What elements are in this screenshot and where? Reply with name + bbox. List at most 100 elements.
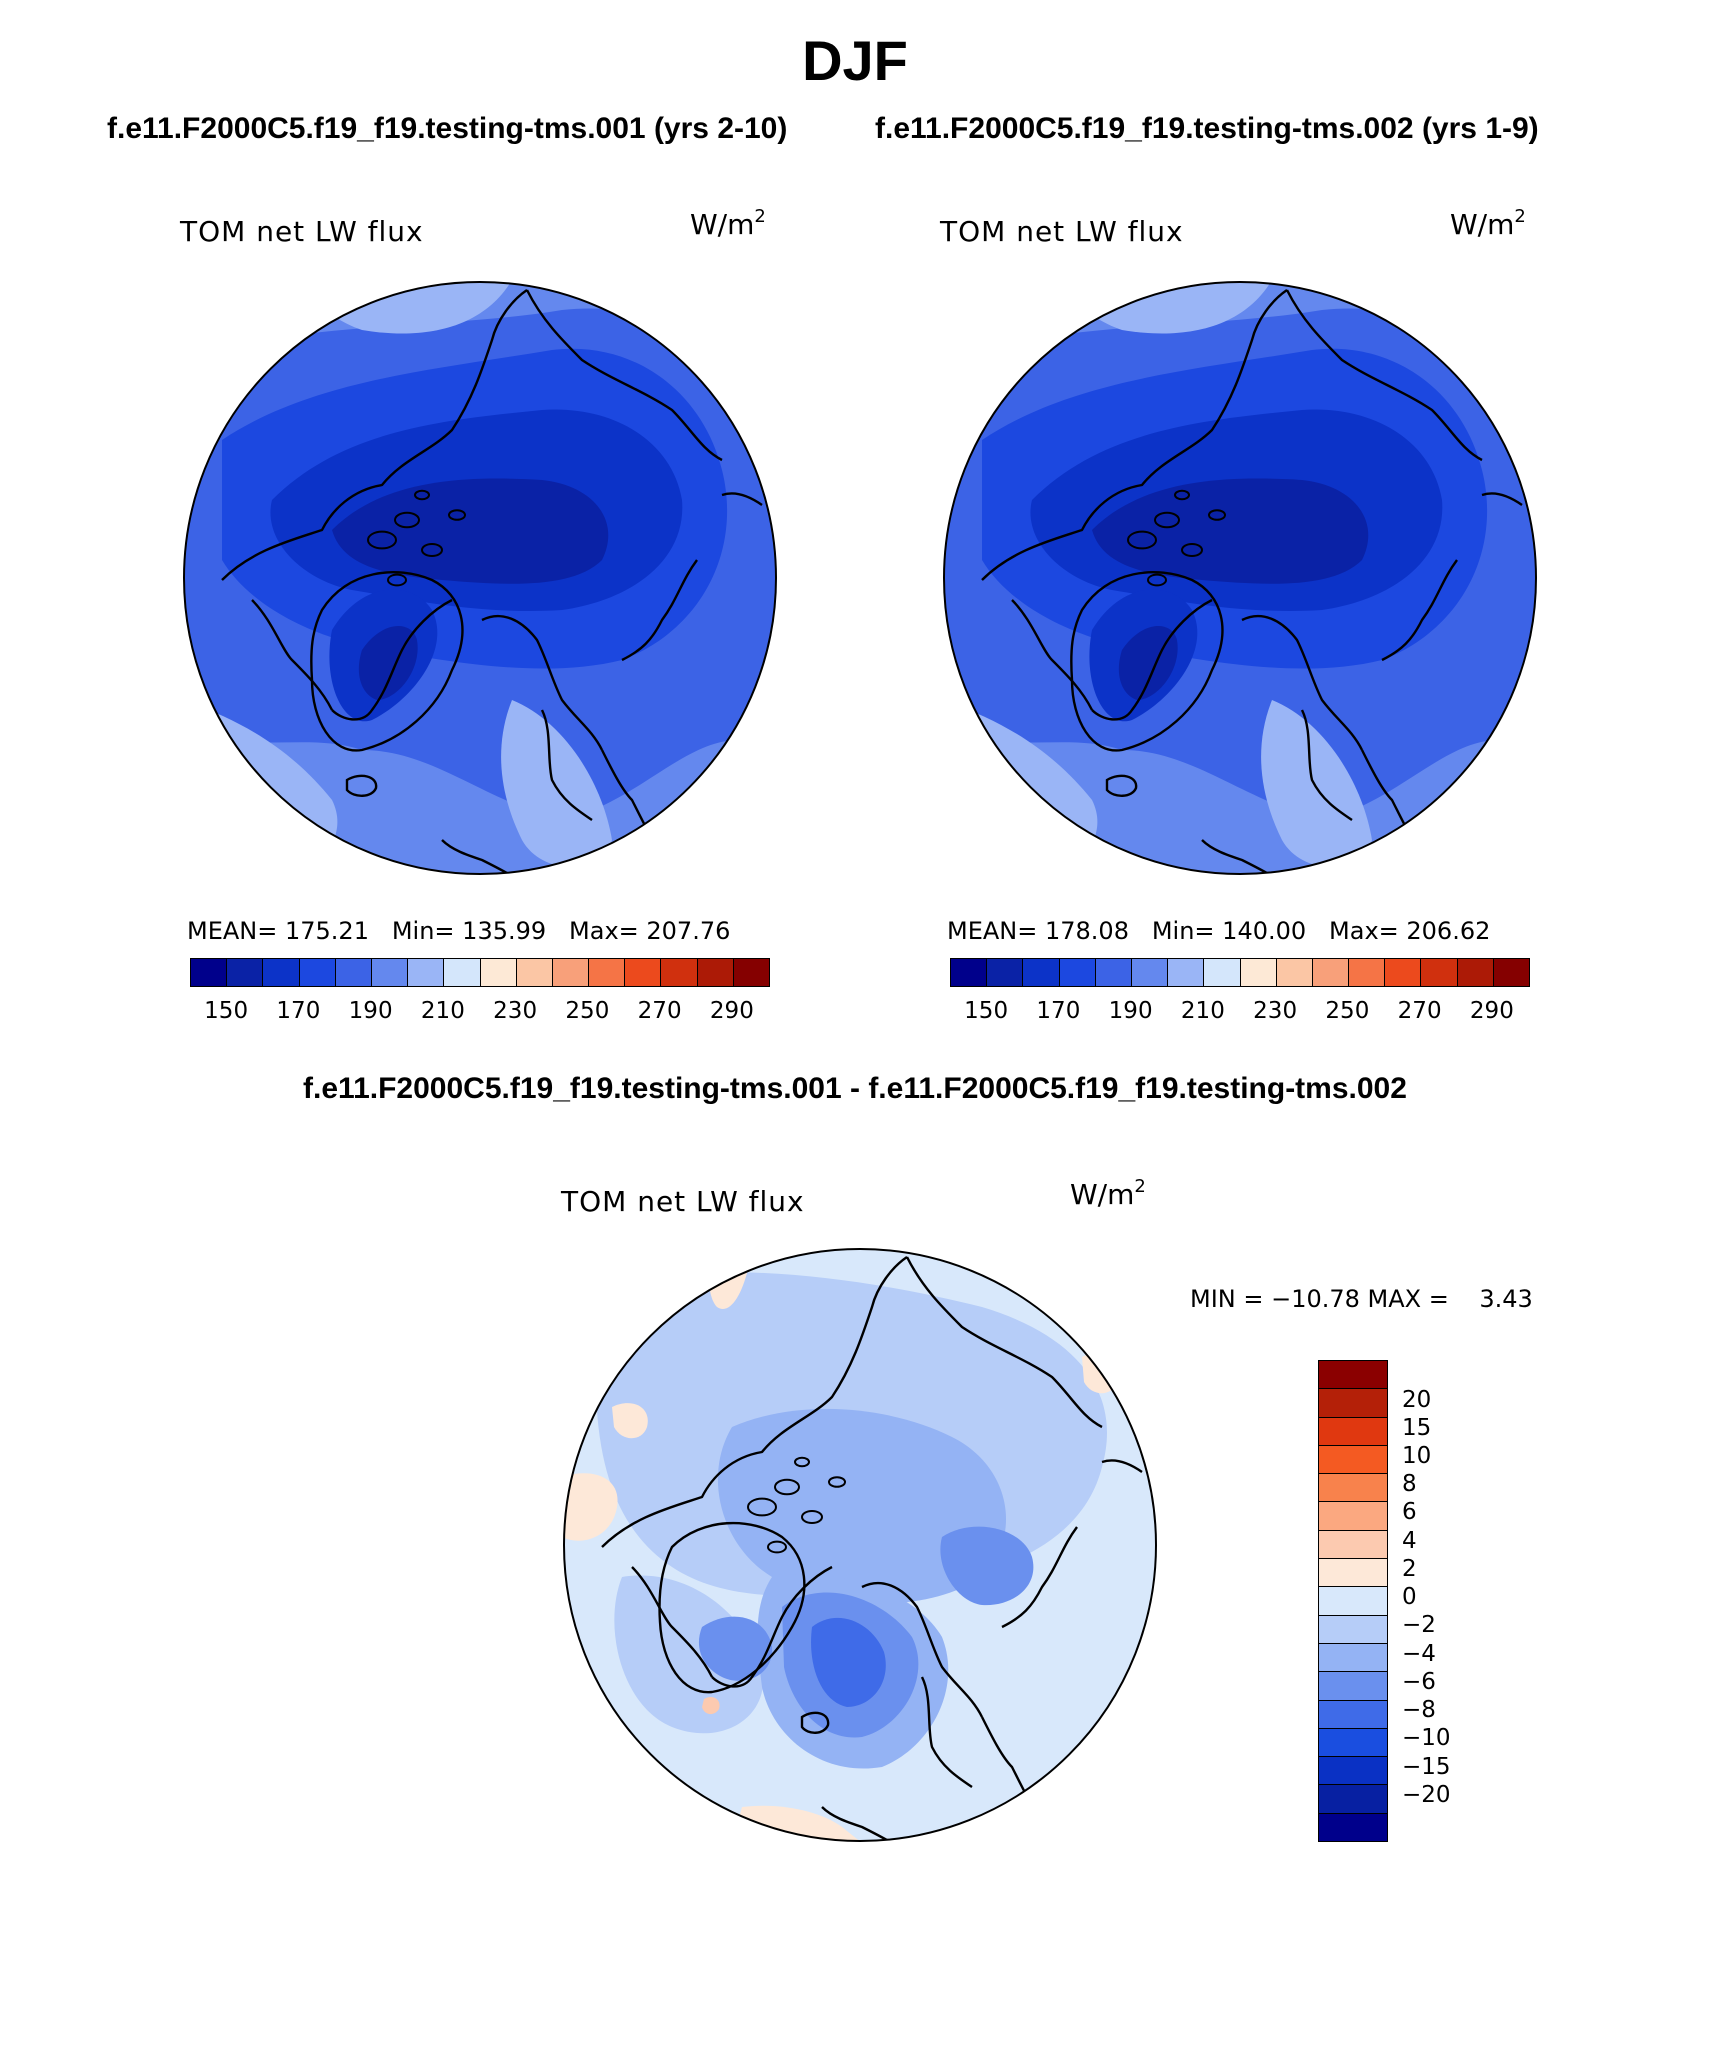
island-outline (1208, 509, 1226, 521)
colorbar-swatch (1319, 1700, 1387, 1729)
colorbar-swatch (987, 959, 1024, 986)
coastline (861, 1581, 984, 1718)
coastline (251, 599, 334, 711)
colorbar-swatch (1168, 959, 1205, 986)
coastline (621, 559, 698, 662)
colorbar-swatch (444, 959, 481, 986)
colorbar-tick-label: −2 (1402, 1612, 1436, 1639)
colorbar-tick-label: −8 (1402, 1697, 1436, 1724)
contour-region (940, 1526, 1034, 1606)
contour-region (1118, 626, 1178, 700)
colorbar-swatch (480, 959, 517, 986)
colorbar-tick-label: 2 (1402, 1555, 1417, 1582)
colorbar-swatch (1319, 1615, 1387, 1644)
contour-region (1261, 700, 1372, 867)
colorbar-swatch (1023, 959, 1060, 986)
island-outline (774, 1478, 800, 1496)
coastline (1011, 599, 1094, 711)
colorbar-tick-label: 4 (1402, 1527, 1417, 1554)
colorbar-tick-label: 20 (1402, 1386, 1432, 1413)
colorbar-swatch (1349, 959, 1386, 986)
colorbar-swatch (1319, 1445, 1387, 1475)
coastline (1481, 492, 1523, 506)
colorbar-swatch (371, 959, 409, 986)
colorbar-swatch (1319, 1643, 1387, 1673)
coastline (1300, 709, 1353, 821)
colorbar-swatch (1385, 959, 1422, 986)
colorbar-swatch (1276, 959, 1313, 986)
coastline (540, 709, 593, 821)
colorbar-tick-label: 150 (204, 998, 249, 1024)
colorbar-swatch (1319, 1474, 1387, 1503)
coastline (905, 1256, 1103, 1429)
coastline (721, 492, 763, 506)
coastline (1201, 839, 1273, 874)
iceland-outline (1105, 774, 1138, 797)
colorbar-tick-label: 250 (565, 998, 610, 1024)
colorbar-swatch (1319, 1672, 1387, 1701)
contour-region (358, 626, 418, 700)
contour-region (811, 1617, 886, 1707)
island-outline (394, 511, 420, 529)
colorbar-swatch (1319, 1502, 1387, 1531)
coastline (601, 1256, 908, 1548)
island-outline (387, 573, 407, 587)
coastline (221, 289, 528, 581)
right-polar-map (943, 281, 1537, 875)
colorbar-swatch (951, 959, 988, 986)
colorbar-tick-label: 290 (1469, 998, 1514, 1024)
colorbar-tick-label: −10 (1402, 1725, 1451, 1752)
coastline (441, 839, 513, 874)
colorbar-tick-label: 290 (709, 998, 754, 1024)
difference-title: f.e11.F2000C5.f19_f19.testing-tms.001 - … (303, 1072, 1407, 1105)
colorbar-swatch (589, 959, 626, 986)
colorbar-tick-label: 10 (1402, 1443, 1432, 1469)
colorbar-swatch (1319, 1728, 1387, 1758)
left-variable-title: TOM net LW flux (180, 215, 424, 248)
colorbar-tick-label: −6 (1402, 1668, 1436, 1695)
iceland-outline (800, 1711, 830, 1734)
colorbar-tick-label: 190 (348, 998, 393, 1024)
coastline (631, 1566, 714, 1678)
map-border (183, 281, 777, 875)
colorbar-swatch (516, 959, 553, 986)
diff-units: W/m2 (1070, 1176, 1146, 1211)
coastline (981, 289, 1288, 581)
left-colorbar (190, 958, 770, 987)
colorbar-swatch (1319, 1559, 1387, 1588)
map-border (563, 1248, 1157, 1842)
coastline (525, 289, 723, 462)
difference-colorbar-labels: 20 15 10 8 6 4 2 0 −2 −4 −6 −8 −10 −15 −20 (1402, 1360, 1482, 1840)
left-polar-map (183, 281, 777, 875)
colorbar-tick-label: 170 (1036, 998, 1081, 1024)
colorbar-tick-label: −20 (1402, 1781, 1451, 1808)
coastline (920, 1676, 973, 1788)
greenland-outline (658, 1521, 806, 1694)
diff-stats: MIN = −10.78 MAX = 3.43 (1190, 1285, 1533, 1313)
colorbar-swatch (625, 959, 662, 986)
island-outline (421, 543, 443, 557)
colorbar-swatch (552, 959, 590, 986)
right-colorbar-ticks: 150 170 190 210 230 250 270 290 (950, 998, 1528, 1028)
coastline (1101, 1459, 1143, 1473)
colorbar-swatch (227, 959, 264, 986)
colorbar-tick-label: 250 (1325, 998, 1370, 1024)
greenland-outline (310, 571, 464, 752)
coastline (331, 598, 453, 721)
right-colorbar (950, 958, 1530, 987)
island-outline (414, 489, 430, 501)
left-colorbar-ticks: 150 170 190 210 230 250 270 290 (190, 998, 768, 1028)
colorbar-tick-label: 170 (276, 998, 321, 1024)
difference-polar-map (563, 1248, 1157, 1842)
coastline (821, 1806, 893, 1841)
contour-region (332, 478, 609, 584)
colorbar-swatch (1421, 959, 1458, 986)
island-outline (1127, 530, 1157, 550)
colorbar-swatch (1240, 959, 1277, 986)
contour-region (564, 1473, 618, 1541)
island-outline (828, 1476, 846, 1488)
right-units: W/m2 (1450, 206, 1526, 241)
colorbar-swatch (1059, 959, 1096, 986)
colorbar-tick-label: 190 (1108, 998, 1153, 1024)
case-left-title: f.e11.F2000C5.f19_f19.testing-tms.001 (y… (107, 112, 788, 145)
